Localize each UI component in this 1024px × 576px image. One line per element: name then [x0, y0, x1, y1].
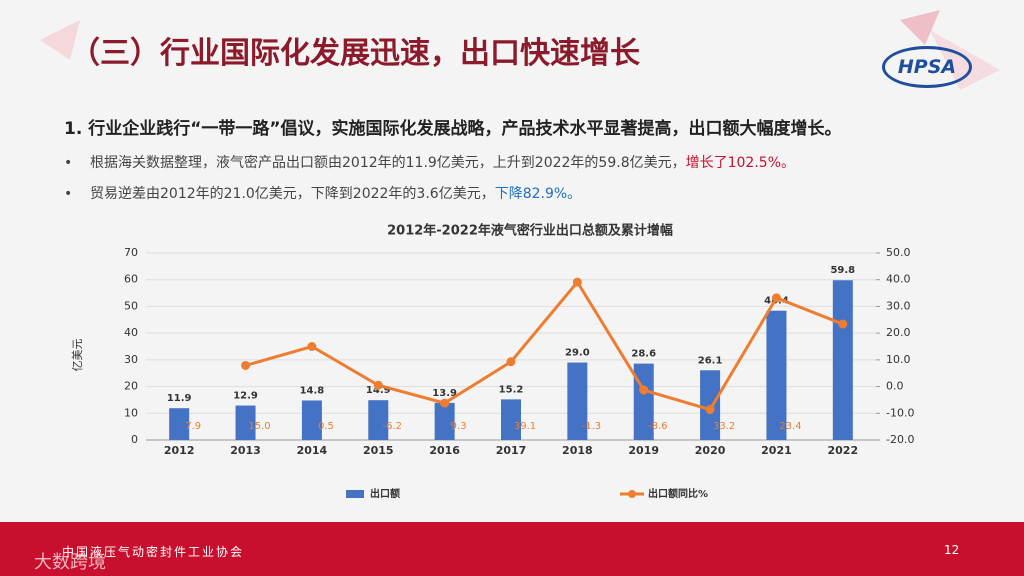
y-tick-label: 10 — [124, 406, 138, 419]
bar — [368, 400, 389, 440]
bar-value-label: 12.9 — [233, 391, 258, 402]
line-value-label: 33.2 — [713, 421, 735, 432]
bullet-text: 根据海关数据整理，液气密产品出口额由2012年的11.9亿美元，上升到2022年… — [90, 155, 686, 171]
y2-tick-label: 50.0 — [886, 246, 911, 259]
bar — [169, 408, 190, 440]
line — [245, 279, 844, 412]
y-axis-label: 亿美元 — [71, 339, 84, 372]
y-tick-label: 20 — [124, 380, 138, 393]
bullet-text: 贸易逆差由2012年的21.0亿美元，下降到2022年的3.6亿美元， — [90, 186, 495, 202]
y-tick-label: 70 — [124, 246, 138, 259]
y-tick-label: 30 — [124, 353, 138, 366]
y2-tick-label: -10.0 — [886, 406, 914, 419]
bar-value-label: 11.9 — [167, 393, 192, 404]
y2-tick-label: 30.0 — [886, 299, 911, 312]
y-tick-label: 40 — [124, 326, 138, 339]
x-tick-label: 2017 — [496, 444, 527, 457]
logo: HPSA — [882, 46, 972, 88]
legend-swatch — [346, 490, 364, 498]
line-value-label: 15.0 — [248, 421, 270, 432]
bar — [501, 399, 521, 440]
line-marker — [572, 277, 582, 287]
y2-tick-label: 0.0 — [886, 380, 904, 393]
line-value-label: -6.2 — [383, 421, 403, 432]
watermark: 大数跨境 — [34, 552, 106, 573]
line-value-label: 0.5 — [318, 421, 334, 432]
bar — [832, 280, 853, 440]
x-tick-label: 2014 — [297, 444, 328, 457]
line-value-label: 9.3 — [451, 421, 467, 432]
x-tick-label: 2018 — [562, 444, 593, 457]
chart-title: 2012年-2022年液气密行业出口总额及累计增幅 — [387, 223, 673, 239]
bullet-highlight: 增长了102.5%。 — [685, 155, 795, 171]
y2-tick-label: 20.0 — [886, 326, 911, 339]
y2-tick-label: 10.0 — [886, 353, 911, 366]
line-marker — [440, 398, 450, 408]
bullet: 根据海关数据整理，液气密产品出口额由2012年的11.9亿美元，上升到2022年… — [64, 152, 795, 172]
line-marker — [705, 405, 715, 415]
chart: 2012年-2022年液气密行业出口总额及累计增幅 亿美元 0 10 20 30 40 5… — [71, 223, 914, 501]
x-tick-label: 2022 — [828, 444, 859, 457]
footer-band — [0, 522, 1024, 576]
y-tick-label: 60 — [124, 273, 138, 286]
footer-org: 中国液压气动密封件工业协会 — [62, 545, 245, 559]
bullet: 贸易逆差由2012年的21.0亿美元，下降到2022年的3.6亿美元，下降82.… — [64, 183, 581, 203]
legend-label: 出口额同比% — [648, 487, 708, 500]
line-marker — [771, 293, 781, 303]
line-value-label: -8.6 — [648, 421, 668, 432]
x-tick-label: 2012 — [164, 444, 195, 457]
line-marker — [838, 319, 848, 329]
bar — [434, 402, 455, 440]
line-value-label: 39.1 — [514, 421, 536, 432]
bar — [567, 362, 588, 440]
line-marker — [373, 380, 383, 390]
line-value-label: 7.9 — [185, 421, 201, 432]
y-tick-label: 50 — [124, 299, 138, 312]
line-marker — [506, 357, 516, 367]
bar-value-label: 14.9 — [366, 385, 391, 396]
bar-value-label: 14.8 — [300, 385, 325, 396]
legend-swatch — [628, 490, 636, 498]
bar — [301, 400, 322, 440]
bar — [766, 310, 787, 440]
bullet-highlight: 下降82.9%。 — [494, 186, 582, 202]
bar-value-label: 26.1 — [698, 355, 723, 366]
x-tick-label: 2021 — [761, 444, 792, 457]
bar-value-label: 28.6 — [631, 349, 656, 360]
bar — [235, 405, 256, 440]
bar-value-label: 15.2 — [499, 384, 524, 395]
page-number: 12 — [944, 543, 960, 557]
line-value-label: -1.3 — [582, 421, 602, 432]
bar-value-label: 29.0 — [565, 348, 590, 359]
x-tick-label: 2015 — [363, 444, 394, 457]
heading: 1. 行业企业践行“一带一路”倡议，实施国际化发展战略，产品技术水平显著提高，出… — [64, 119, 842, 139]
line-marker — [241, 360, 251, 370]
bar-value-label: 13.9 — [432, 388, 457, 399]
x-tick-label: 2019 — [628, 444, 659, 457]
line-value-label: 23.4 — [779, 421, 801, 432]
y-tick-label: 0 — [131, 433, 138, 446]
y2-tick-label: 40.0 — [886, 273, 911, 286]
line-marker — [639, 385, 649, 395]
x-tick-label: 2016 — [429, 444, 460, 457]
bar-value-label: 59.8 — [830, 265, 855, 276]
line-marker — [307, 342, 317, 351]
slide-title: （三）行业国际化发展迅速，出口快速增长 — [70, 36, 640, 71]
legend-label: 出口额 — [370, 487, 400, 500]
x-tick-label: 2013 — [230, 444, 261, 457]
y2-tick-label: -20.0 — [886, 433, 914, 446]
x-tick-label: 2020 — [695, 444, 726, 457]
